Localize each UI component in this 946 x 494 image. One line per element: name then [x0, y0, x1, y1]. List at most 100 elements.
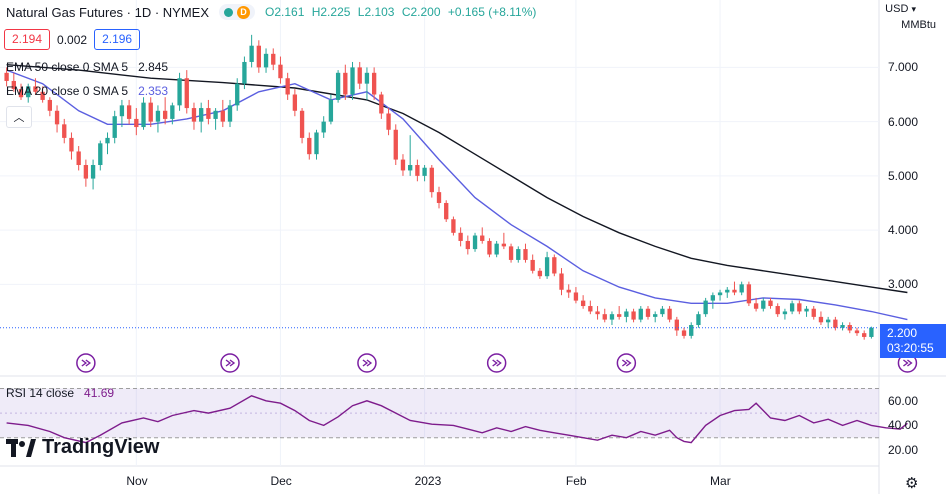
candle-body [753, 303, 759, 309]
candle-body [703, 300, 708, 315]
candle [408, 135, 413, 176]
candle-body [4, 72, 9, 81]
event-marker-icon[interactable] [76, 353, 96, 373]
candle-body [638, 308, 643, 320]
candle-body [681, 330, 687, 336]
candle-body [530, 259, 535, 271]
candle [840, 322, 845, 331]
event-marker-icon[interactable] [220, 353, 240, 373]
candle-body [249, 45, 254, 62]
candle-body [660, 308, 665, 315]
candle-body [465, 240, 470, 250]
currency-label: USD [885, 3, 909, 15]
event-marker-icon[interactable] [486, 353, 507, 373]
candle [508, 243, 514, 263]
candle-body [134, 118, 139, 128]
candle-body [869, 327, 874, 337]
candle-body [227, 105, 233, 122]
candle [689, 322, 694, 339]
candle [833, 316, 838, 331]
candle-body [508, 246, 514, 260]
candle-body [177, 78, 182, 106]
candle [393, 124, 398, 166]
candle-body [537, 270, 543, 277]
event-marker-arrows [492, 359, 502, 367]
sell-button[interactable]: 2.194 [4, 29, 51, 50]
candle-body [422, 167, 427, 176]
candle-body [566, 289, 571, 293]
gear-icon[interactable]: ⚙ [905, 475, 919, 492]
candle [148, 97, 153, 128]
candle [710, 292, 716, 309]
candle [292, 89, 298, 117]
candle [501, 232, 507, 250]
candle-body [674, 319, 679, 331]
candle [371, 67, 377, 100]
candle [126, 99, 132, 125]
candle-body [83, 165, 89, 179]
candle [862, 330, 867, 340]
ema50-legend[interactable]: EMA 50 close 0 SMA 5 2.845 [6, 60, 168, 74]
market-status-pill[interactable]: D [219, 4, 255, 20]
candle-body [263, 53, 269, 68]
candle [739, 281, 744, 296]
candle-body [725, 289, 730, 293]
event-marker-arrows [81, 359, 92, 367]
rsi-legend[interactable]: RSI 14 close 41.69 [6, 386, 114, 400]
candle-body [595, 311, 600, 315]
candle-body [645, 308, 651, 317]
candle-body [732, 289, 737, 293]
candle [379, 91, 384, 119]
candle-body [343, 72, 348, 95]
candle [62, 118, 67, 144]
candle [797, 300, 802, 315]
unit-label: MMBtu [901, 19, 936, 31]
candle [386, 108, 391, 136]
event-marker-icon[interactable] [897, 353, 918, 373]
candle [422, 165, 427, 182]
symbol-title[interactable]: Natural Gas Futures · 1D · NYMEX [6, 4, 209, 20]
candle-body [480, 235, 485, 241]
event-marker-icon[interactable] [616, 353, 637, 373]
candle-body [609, 314, 615, 320]
currency-selector[interactable]: USD ▾ [885, 3, 916, 15]
tradingview-logo[interactable]: TradingView [6, 436, 159, 459]
candle [350, 61, 355, 100]
candle [307, 132, 312, 160]
candle [321, 116, 326, 138]
candle-body [458, 232, 463, 241]
candle [746, 281, 752, 307]
candle [681, 327, 687, 339]
event-marker-icon[interactable] [357, 353, 377, 373]
candle-body [696, 314, 701, 326]
candle [328, 94, 334, 125]
candle-body [653, 314, 658, 317]
candle [825, 316, 831, 328]
candle-body [768, 300, 773, 307]
market-open-dot-icon [224, 7, 233, 17]
candles-layer [0, 34, 879, 340]
candle [631, 308, 636, 323]
buy-button[interactable]: 2.196 [94, 29, 141, 50]
candle-body [544, 257, 550, 277]
ema20-legend[interactable]: EMA 20 close 0 SMA 5 2.353 [6, 84, 168, 98]
candle-body [292, 94, 298, 111]
collapse-legend-button[interactable]: ︿ [6, 106, 32, 128]
candle-body [840, 325, 845, 328]
candle-body [235, 83, 240, 106]
ema50-label: EMA 50 close 0 SMA 5 [6, 60, 129, 74]
rsi-tick-label: 60.00 [888, 393, 919, 408]
candle [343, 64, 348, 100]
candle [617, 306, 622, 320]
candle-body [213, 110, 218, 119]
candle [609, 311, 615, 326]
candle-body [775, 306, 780, 315]
candle [18, 83, 24, 100]
trade-panel: 2.194 0.002 2.196 [4, 29, 141, 50]
candle-body [69, 137, 74, 152]
time-tick-label: Mar [710, 474, 731, 488]
candle-body [516, 249, 521, 260]
candle [595, 306, 600, 320]
